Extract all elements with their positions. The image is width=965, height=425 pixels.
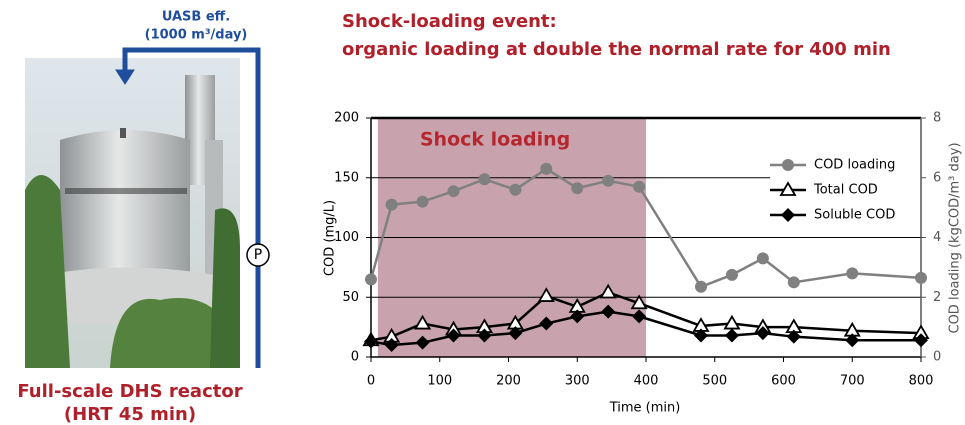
marker <box>755 326 770 341</box>
marker <box>914 333 928 348</box>
flow-arrow <box>115 47 270 368</box>
y2-axis-label: COD loading (kgCOD/m³ day) <box>948 142 963 333</box>
arrow-label: UASB eff. <box>162 10 230 25</box>
marker <box>540 162 553 175</box>
marker <box>364 334 378 349</box>
marker <box>630 294 648 310</box>
legend-label: Soluble COD <box>814 208 895 223</box>
marker <box>845 333 860 348</box>
series-line <box>369 167 922 289</box>
series-line <box>370 310 921 347</box>
y-tick-label: 50 <box>342 290 359 305</box>
y2-tick-label: 2 <box>933 290 941 305</box>
photo <box>25 58 240 368</box>
marker <box>786 329 801 344</box>
marker <box>724 328 739 343</box>
x-axis-label: Time (min) <box>609 401 681 416</box>
marker <box>695 280 707 293</box>
marker <box>570 309 585 324</box>
marker <box>384 338 399 353</box>
chart-title: Shock-loading event: <box>342 11 557 32</box>
marker <box>446 328 461 343</box>
y-axis-label: COD (mg/L) <box>323 200 338 276</box>
legend-marker <box>782 159 794 171</box>
caption: Full-scale DHS reactor <box>17 381 242 402</box>
legend-marker <box>779 181 797 196</box>
x-tick-label: 100 <box>427 374 452 389</box>
marker <box>725 268 738 281</box>
x-tick-label: 600 <box>771 374 796 389</box>
y-tick-label: 0 <box>351 350 359 365</box>
marker <box>915 271 927 284</box>
marker <box>415 335 430 350</box>
y2-tick-label: 4 <box>933 230 941 245</box>
chart-title: organic loading at double the normal rat… <box>342 39 891 60</box>
x-tick-label: 500 <box>702 374 727 389</box>
legend-label: COD loading <box>814 158 895 173</box>
pump-label: P <box>254 247 262 263</box>
marker <box>447 185 460 198</box>
marker <box>601 304 616 319</box>
marker <box>723 314 741 330</box>
y2-tick-label: 0 <box>933 350 941 365</box>
marker <box>416 195 429 208</box>
y2-tick-label: 8 <box>933 111 941 126</box>
x-tick-label: 700 <box>840 374 865 389</box>
caption: (HRT 45 min) <box>64 404 196 425</box>
y-tick-label: 200 <box>334 111 359 126</box>
marker <box>385 198 398 211</box>
marker <box>508 326 523 341</box>
x-tick-label: 800 <box>909 374 934 389</box>
highlight-label: Shock loading <box>420 129 570 151</box>
legend-label: Total COD <box>813 183 878 198</box>
marker <box>632 309 647 324</box>
y-tick-label: 150 <box>334 170 359 185</box>
x-tick-label: 0 <box>367 374 375 389</box>
marker <box>539 316 554 331</box>
marker <box>787 276 800 289</box>
y-tick-label: 100 <box>334 230 359 245</box>
legend-marker <box>781 208 795 222</box>
marker <box>365 273 377 286</box>
marker <box>413 314 432 330</box>
marker <box>846 267 859 280</box>
marker <box>602 174 615 187</box>
x-tick-label: 300 <box>565 374 590 389</box>
marker <box>633 180 646 193</box>
marker <box>599 283 617 299</box>
marker <box>478 173 491 186</box>
y2-tick-label: 6 <box>933 170 941 185</box>
series-line <box>370 291 922 342</box>
arrow-label: (1000 m³/day) <box>145 28 248 43</box>
marker <box>477 328 492 343</box>
marker <box>756 252 769 265</box>
marker <box>694 328 708 343</box>
marker <box>509 183 522 196</box>
x-tick-label: 400 <box>634 374 659 389</box>
marker <box>537 287 555 302</box>
marker <box>571 182 584 195</box>
x-tick-label: 200 <box>496 374 521 389</box>
